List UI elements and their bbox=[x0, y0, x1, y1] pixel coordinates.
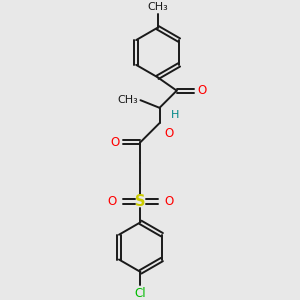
Text: O: O bbox=[198, 84, 207, 97]
Text: S: S bbox=[135, 194, 146, 209]
Text: O: O bbox=[164, 127, 174, 140]
Text: CH₃: CH₃ bbox=[118, 95, 139, 105]
Text: Cl: Cl bbox=[135, 287, 146, 300]
Text: O: O bbox=[107, 195, 117, 208]
Text: CH₃: CH₃ bbox=[147, 2, 168, 12]
Text: O: O bbox=[164, 195, 174, 208]
Text: O: O bbox=[110, 136, 119, 149]
Text: H: H bbox=[171, 110, 179, 120]
